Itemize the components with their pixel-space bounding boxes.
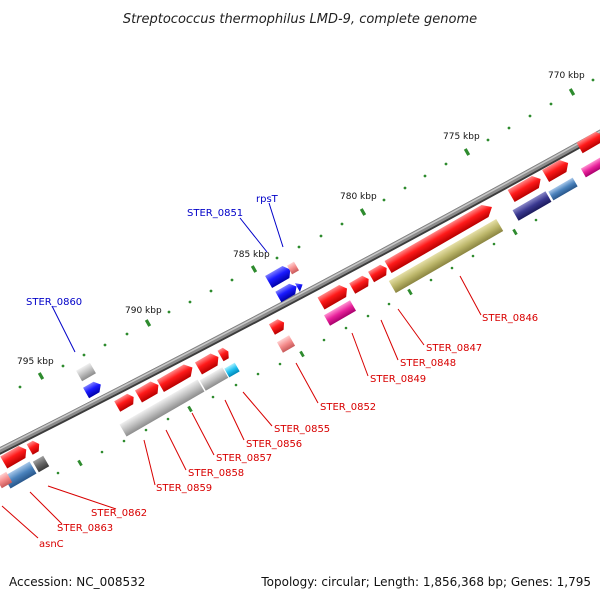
gene-olive[interactable] <box>388 218 504 294</box>
gene-STER_0860[interactable] <box>83 379 104 399</box>
scale-label-795: 795 kbp <box>17 357 54 367</box>
gene-STER_0857[interactable] <box>156 361 196 393</box>
gene-magenta[interactable] <box>324 300 356 326</box>
scale-label-780: 780 kbp <box>340 192 377 202</box>
label-STER_0851: STER_0851 <box>187 208 243 219</box>
gene-STER_0855[interactable] <box>217 346 232 362</box>
gene-dark[interactable] <box>32 455 50 473</box>
label-STER_0848: STER_0848 <box>400 358 456 369</box>
gene-gray[interactable] <box>76 362 96 382</box>
leader-lines <box>1 202 482 539</box>
label-STER_0863: STER_0863 <box>57 523 113 534</box>
scale-ticks <box>18 78 595 475</box>
scale-label-785: 785 kbp <box>233 250 270 260</box>
label-STER_0847: STER_0847 <box>426 343 482 354</box>
gene-STER_0849[interactable] <box>317 282 351 310</box>
label-STER_0852: STER_0852 <box>320 402 376 413</box>
label-STER_0859: STER_0859 <box>156 483 212 494</box>
scale-label-790: 790 kbp <box>125 306 162 316</box>
gene-gray[interactable] <box>199 367 229 391</box>
scale-label-770: 770 kbp <box>548 71 585 81</box>
gene-features <box>0 130 600 489</box>
gene-rpsT[interactable] <box>294 280 305 292</box>
gene-STER_0851[interactable] <box>265 263 294 289</box>
gene-STER_0848[interactable] <box>349 274 371 294</box>
gene-STER_0852[interactable] <box>268 317 287 335</box>
accession-text: Accession: NC_008532 <box>9 575 145 589</box>
label-STER_0846: STER_0846 <box>482 313 538 324</box>
genome-backbone <box>0 129 600 453</box>
label-STER_0860: STER_0860 <box>26 297 82 308</box>
gene-magenta[interactable] <box>580 157 600 178</box>
gene-red[interactable] <box>26 439 43 455</box>
label-STER_0857: STER_0857 <box>216 453 272 464</box>
gene-STER_0862[interactable] <box>0 443 30 469</box>
scale-labels: 770 kbp 775 kbp 780 kbp 785 kbp 790 kbp … <box>17 71 585 367</box>
label-STER_0858: STER_0858 <box>188 468 244 479</box>
label-STER_0862: STER_0862 <box>91 508 147 519</box>
gene-red[interactable] <box>507 173 544 203</box>
gene-labels: rpsT STER_0851 STER_0860 STER_0846 STER_… <box>26 194 538 550</box>
gene-cyan[interactable] <box>224 362 240 378</box>
gene-blue[interactable] <box>275 281 299 303</box>
label-asnC: asnC <box>39 539 64 550</box>
label-STER_0849: STER_0849 <box>370 374 426 385</box>
gene-STER_0858[interactable] <box>134 379 162 403</box>
gene-red[interactable] <box>542 157 572 183</box>
gene-STER_0847[interactable] <box>368 263 390 283</box>
gene-navy[interactable] <box>512 191 552 221</box>
gene-red[interactable] <box>576 130 600 154</box>
gene-gray-long[interactable] <box>119 379 205 437</box>
genome-title: Streptococcus thermophilus LMD-9, comple… <box>123 12 477 27</box>
gene-pink[interactable] <box>276 335 296 353</box>
gene-asnC[interactable] <box>0 471 13 489</box>
gene-steel[interactable] <box>548 177 578 201</box>
label-STER_0855: STER_0855 <box>274 424 330 435</box>
gene-STER_0859[interactable] <box>114 392 136 412</box>
gene-pink[interactable] <box>287 261 299 275</box>
label-STER_0856: STER_0856 <box>246 439 302 450</box>
topology-text: Topology: circular; Length: 1,856,368 bp… <box>260 575 591 589</box>
scale-label-775: 775 kbp <box>443 132 480 142</box>
label-rpsT: rpsT <box>256 194 279 205</box>
gene-STER_0846[interactable] <box>384 201 496 274</box>
gene-STER_0856[interactable] <box>194 351 222 375</box>
